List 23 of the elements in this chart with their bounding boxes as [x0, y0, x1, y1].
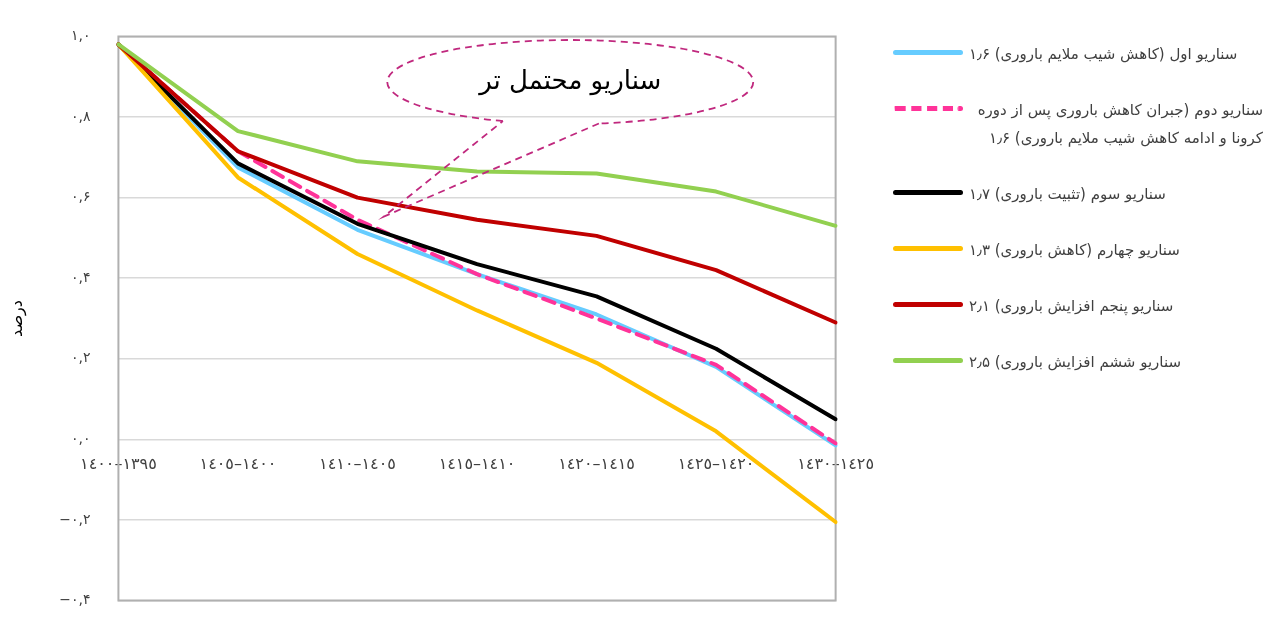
legend-label: سناریو سوم (تثبیت باروری) ۱٫۷ [969, 184, 1166, 205]
x-tick-label: ١٤٢٥–١٤٣٠ [797, 454, 874, 474]
y-tick-label: −۰,۲ [59, 510, 91, 527]
annotation: سناریو محتمل تر [477, 64, 662, 96]
y-tick-label: ۰,۴ [70, 268, 91, 285]
y-tick-label: ۰,۲ [70, 349, 91, 366]
y-tick-label: −۰,۴ [59, 591, 91, 608]
y-tick-label: ۱,۰ [70, 27, 91, 44]
x-tick-label: ١٤٠٠–١٤٠٥ [199, 454, 277, 474]
y-axis-title: درصد [6, 300, 27, 337]
legend-label: سناریو ششم افزایش باروری) ۲٫۵ [969, 352, 1181, 373]
x-tick-label: ١٣٩٥–١٤٠٠ [80, 454, 157, 474]
y-tick-label: ۰,۰ [70, 430, 91, 447]
legend-label: سناریو چهارم (کاهش باروری) ۱٫۳ [969, 240, 1180, 261]
legend-label: سناریو اول (کاهش شیب ملایم باروری) ۱٫۶ [969, 44, 1238, 65]
x-tick-label: ١٤١٠–١٤١٥ [438, 454, 516, 474]
y-tick-label: ۰,۶ [70, 188, 91, 205]
x-tick-label: ١٤٠٥–١٤١٠ [319, 454, 396, 474]
legend-label: سناریو پنجم افزایش باروری) ۲٫۱ [969, 296, 1174, 317]
x-tick-label: ١٤٢٠–١٤٢٥ [677, 454, 755, 474]
x-tick-label: ١٤١٥–١٤٢٠ [558, 454, 635, 474]
y-tick-label: ۰,۸ [70, 107, 91, 124]
legend-label: سناریو دوم (جبران کاهش باروری پس از دوره کرونا و ادامه کاهش شیب ملایم باروری) ۱٫۶ [976, 100, 1263, 149]
